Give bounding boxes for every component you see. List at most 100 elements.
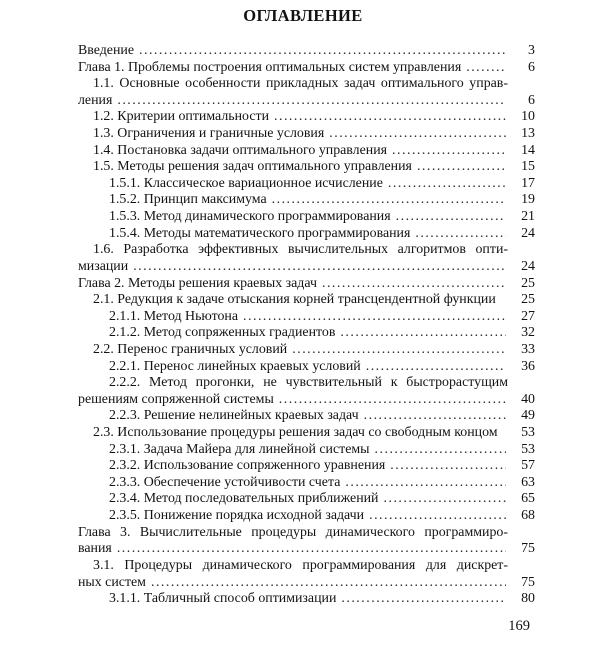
dot-leader (417, 159, 506, 176)
toc-entry-text: мизации (78, 258, 129, 274)
toc-page-number: 63 (521, 474, 535, 490)
toc-line: вания 75 (78, 541, 535, 558)
toc-entry-text: 2.3.1. Задача Майера для линейной систем… (109, 441, 370, 457)
toc-line: 2.3. Использование процедуры решения зад… (78, 425, 535, 442)
toc-page-number: 53 (521, 441, 535, 457)
dot-leader (345, 475, 506, 492)
toc-page-number: 80 (521, 591, 535, 607)
toc-page-number: 40 (521, 391, 535, 407)
toc-page-number: 49 (521, 408, 535, 424)
toc-page-number: 15 (521, 159, 535, 175)
toc-page-number: 36 (521, 358, 535, 374)
toc-line: 2.3.1. Задача Майера для линейной систем… (78, 442, 535, 459)
dot-leader (272, 192, 506, 209)
toc-page-number: 75 (521, 541, 535, 557)
dot-leader (366, 359, 506, 376)
toc-page-number: 75 (521, 574, 535, 590)
dot-leader (369, 508, 506, 525)
toc-line: 1.5.1. Классическое вариационное исчисле… (78, 176, 535, 193)
dot-leader (322, 276, 506, 293)
toc-page-number: 24 (521, 225, 535, 241)
dot-leader (292, 342, 506, 359)
toc-entry-text: 2.1. Редукция к задаче отыскания корней … (93, 292, 496, 308)
toc-line: ных систем 75 (78, 575, 535, 592)
toc-line: 3.1.1. Табличный способ оптимизации 80 (78, 591, 535, 608)
toc-page-number: 3 (528, 43, 535, 58)
toc-entry-text: 2.1.1. Метод Ньютона (109, 308, 239, 324)
toc-page-number: 10 (521, 109, 535, 125)
dot-leader (341, 591, 506, 608)
toc-line: 2.3.4. Метод последовательных приближени… (78, 491, 535, 508)
toc-line: 1.5.2. Принцип максимума 19 (78, 192, 535, 209)
toc-entry-text: 1.5.1. Классическое вариационное исчисле… (109, 175, 383, 191)
page-title: ОГЛАВЛЕНИЕ (243, 6, 363, 25)
toc-page-number: 19 (521, 192, 535, 208)
toc-entry-text: 2.3. Использование процедуры решения зад… (93, 425, 498, 441)
toc-line: 2.3.3. Обеспечение устойчивости счета 63 (78, 475, 535, 492)
dot-leader (117, 541, 506, 558)
toc-entry-text: 2.2.1. Перенос линейных краевых условий (109, 358, 361, 374)
toc-entry-text: 1.4. Постановка задачи оптимального упра… (93, 142, 388, 158)
toc-entry-text: 1.5. Методы решения задач оптимального у… (93, 159, 412, 175)
dot-leader (388, 176, 506, 193)
toc-line: 1.1. Основные особенности прикладных зад… (78, 76, 535, 93)
toc-entry-text: 2.3.2. Использование сопряженного уравне… (109, 458, 386, 474)
toc-page-number: 6 (528, 92, 535, 108)
toc-line: 3.1. Процедуры динамического программиро… (78, 558, 535, 575)
toc-line: 1.5.4. Методы математического программир… (78, 226, 535, 243)
toc-entry-text: Глава 3. Вычислительные процедуры динами… (78, 524, 508, 540)
dot-leader (396, 209, 506, 226)
dot-leader (392, 143, 506, 160)
toc-entry-text: вания (78, 541, 112, 557)
folio-page-number: 169 (508, 618, 530, 634)
toc-entry-text: 2.3.3. Обеспечение устойчивости счета (109, 474, 341, 490)
toc-entry-text: 2.2. Перенос граничных условий (93, 341, 288, 357)
dot-leader (340, 325, 506, 342)
toc-line: 2.2.3. Решение нелинейных краевых задач 4… (78, 408, 535, 425)
toc-page-number: 24 (521, 258, 535, 274)
toc-entry-text: 1.2. Критерии оптимальности (93, 109, 270, 125)
toc-line: мизации 24 (78, 259, 535, 276)
toc-page-number: 65 (521, 491, 535, 507)
dot-leader (390, 458, 506, 475)
toc-page-number: 25 (521, 292, 535, 308)
toc-page-number: 21 (521, 209, 535, 225)
toc-entry-text: 1.1. Основные особенности прикладных зад… (93, 76, 508, 92)
toc-line: ления 6 (78, 93, 535, 110)
toc-line: 1.3. Ограничения и граничные условия 13 (78, 126, 535, 143)
toc-entry-text: 3.1. Процедуры динамического программиро… (93, 557, 508, 573)
toc-page-number: 13 (521, 126, 535, 142)
toc-line: 2.2.1. Перенос линейных краевых условий 3… (78, 359, 535, 376)
dot-leader (279, 392, 506, 409)
dot-leader (364, 408, 506, 425)
toc-line: 1.4. Постановка задачи оптимального упра… (78, 143, 535, 160)
toc-entry-text: решениям сопряженной системы (78, 391, 274, 407)
toc-page-number: 32 (521, 325, 535, 341)
toc-line: Введение 3 (78, 43, 535, 60)
dot-leader (151, 575, 506, 592)
toc-line: Глава 3. Вычислительные процедуры динами… (78, 525, 535, 542)
toc-line: 1.6. Разработка эффективных вычислительн… (78, 242, 535, 259)
dot-leader (329, 126, 506, 143)
toc-entry-text: 2.1.2. Метод сопряженных градиентов (109, 325, 336, 341)
toc-entry-text: 2.3.4. Метод последовательных приближени… (109, 491, 379, 507)
toc-line: 1.2. Критерии оптимальности 10 (78, 109, 535, 126)
toc-list: Введение 3 Глава 1. Проблемы построения оп… (78, 43, 535, 608)
toc-page-number: 33 (521, 341, 535, 357)
toc-line: 1.5. Методы решения задач оптимального у… (78, 159, 535, 176)
toc-page-number: 68 (521, 508, 535, 524)
toc-page-number: 14 (521, 142, 535, 158)
toc-line: 2.1.1. Метод Ньютона 27 (78, 309, 535, 326)
dot-leader (274, 109, 506, 126)
toc-page-number: 53 (521, 425, 535, 441)
toc-entry-text: ных систем (78, 574, 146, 590)
toc-line: 2.1. Редукция к задаче отыскания корней … (78, 292, 535, 309)
toc-entry-text: Глава 1. Проблемы построения оптимальных… (78, 59, 462, 75)
toc-entry-text: 2.2.2. Метод прогонки, не чувствительный… (109, 375, 508, 391)
dot-leader (466, 60, 506, 77)
toc-line: Глава 1. Проблемы построения оптимальных… (78, 60, 535, 77)
toc-entry-text: 1.5.4. Методы математического программир… (109, 225, 411, 241)
dot-leader (415, 226, 506, 243)
toc-line: 1.5.3. Метод динамического программирова… (78, 209, 535, 226)
